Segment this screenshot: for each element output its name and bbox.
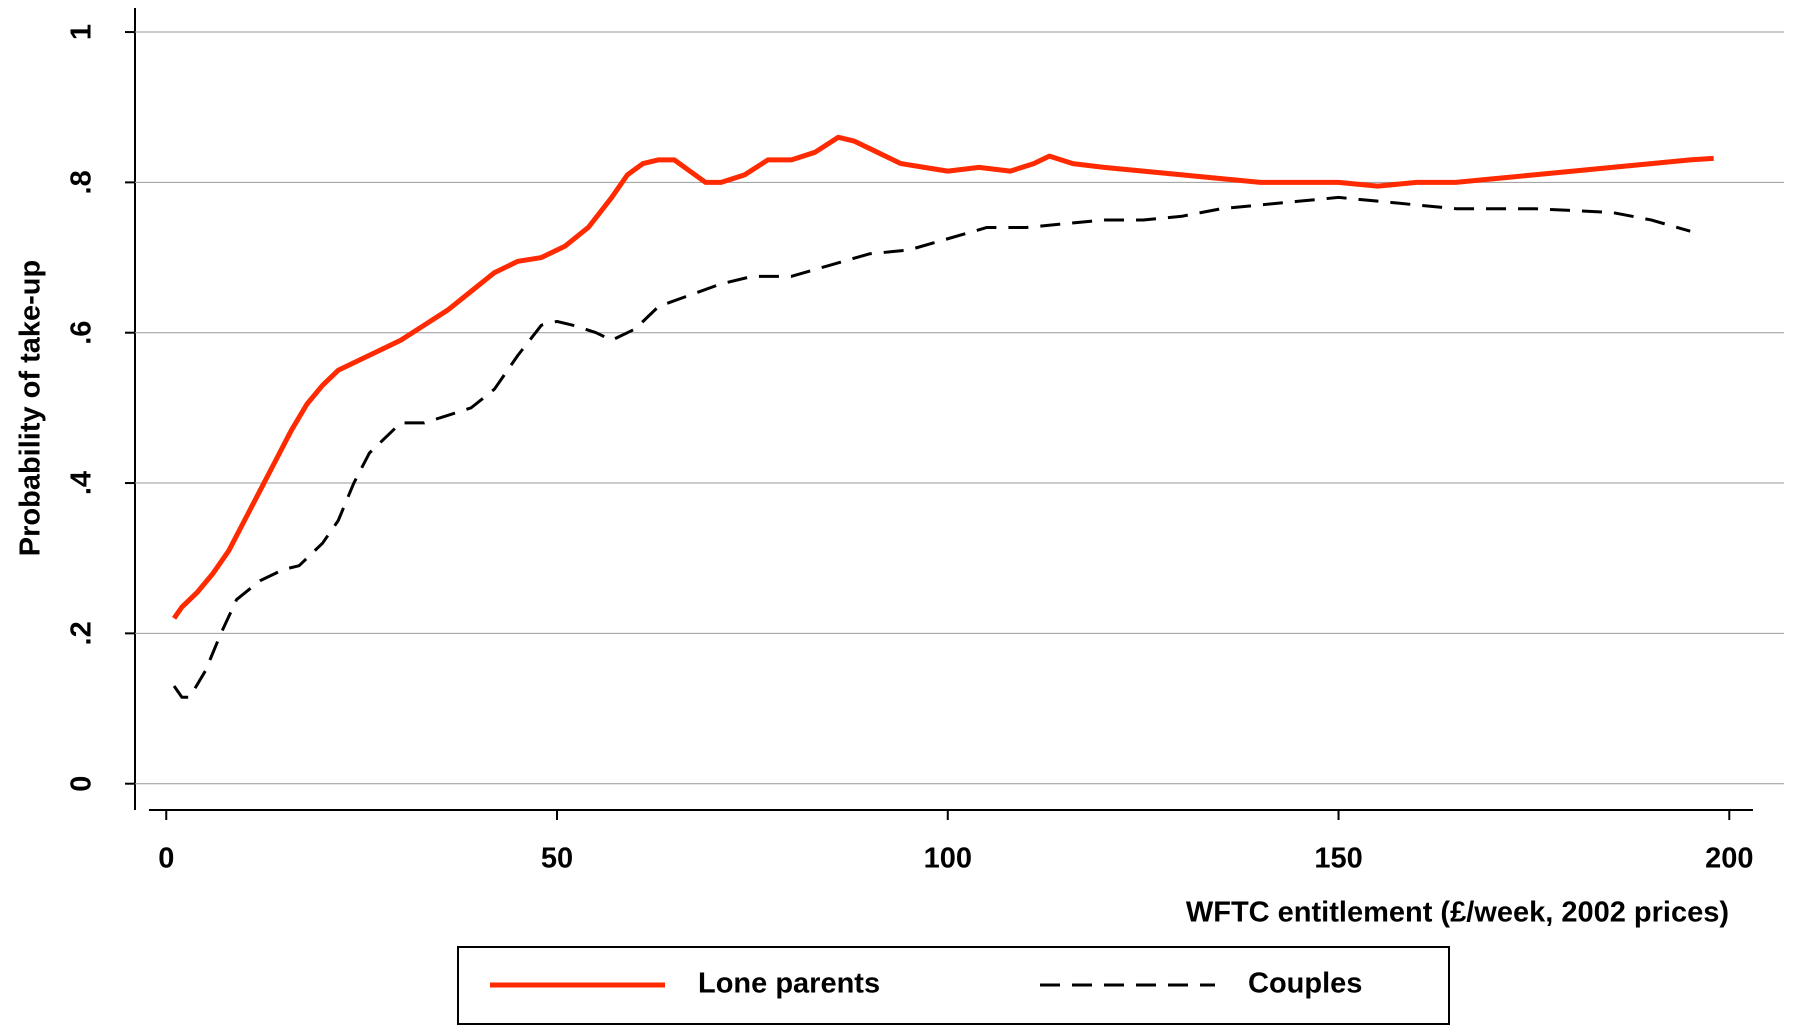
y-tick-label: 1	[66, 24, 98, 40]
legend-label: Lone parents	[698, 968, 880, 1000]
x-tick-label: 200	[1705, 843, 1753, 875]
y-tick-label: .8	[66, 170, 98, 194]
legend-label: Couples	[1248, 968, 1362, 1000]
x-tick-label: 50	[541, 843, 573, 875]
y-axis-title: Probability of take-up	[15, 260, 47, 556]
y-tick-label: .6	[66, 321, 98, 345]
y-tick-label: 0	[66, 776, 98, 792]
x-axis-title: WFTC entitlement (£/week, 2002 prices)	[1186, 897, 1729, 929]
y-tick-label: .4	[66, 471, 98, 495]
x-tick-label: 0	[158, 843, 174, 875]
line-series	[172, 195, 1691, 699]
legend-box	[457, 946, 1450, 1025]
x-tick-label: 100	[924, 843, 972, 875]
line-series	[172, 134, 1714, 620]
x-tick-label: 150	[1314, 843, 1362, 875]
y-tick-label: .2	[66, 621, 98, 645]
